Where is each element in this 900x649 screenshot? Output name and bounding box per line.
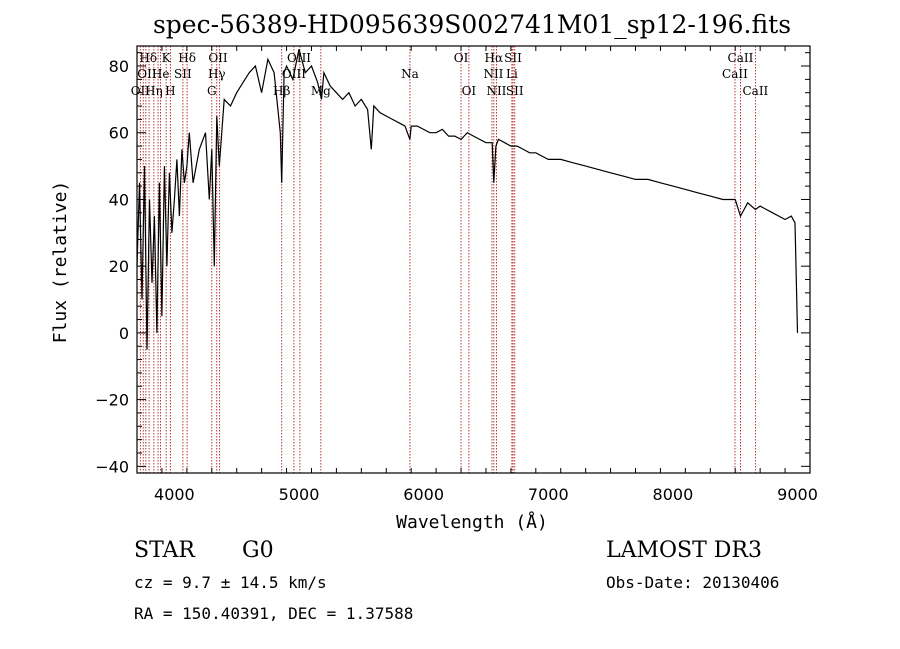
chart-title: spec-56389-HD095639S002741M01_sp12-196.f…: [153, 10, 791, 39]
y-tick-label: −40: [95, 457, 129, 476]
line-label-18: OII: [131, 84, 151, 98]
line-label-16: Li: [506, 67, 518, 81]
x-tick-label: 6000: [403, 485, 444, 504]
line-label-14: Na: [401, 67, 419, 81]
emission-line-markers: [139, 46, 756, 473]
flux-series-line: [136, 49, 799, 350]
line-label-21: G: [207, 84, 217, 98]
line-label-8: CaII: [728, 51, 754, 65]
redshift-velocity: cz = 9.7 ± 14.5 km/s: [134, 573, 327, 592]
line-label-27: CaII: [742, 84, 768, 98]
x-tick-label: 7000: [528, 485, 569, 504]
observation-date: Obs-Date: 20130406: [606, 573, 780, 592]
line-label-25: NII: [486, 84, 506, 98]
x-tick-label: 4000: [154, 485, 195, 504]
x-tick-label: 8000: [653, 485, 694, 504]
x-tick-label: 5000: [279, 485, 320, 504]
line-label-23: Mg: [311, 84, 331, 98]
y-tick-label: 40: [109, 190, 129, 209]
line-label-20: H: [165, 84, 175, 98]
line-label-5: OI: [454, 51, 469, 65]
line-label-22: Hβ: [273, 84, 290, 98]
y-axis-ticks: −40 −20 0 20 40 60 80: [95, 52, 810, 476]
line-label-11: SII: [174, 67, 192, 81]
y-tick-label: 60: [109, 124, 129, 143]
x-axis-label: Wavelength (Å): [396, 511, 548, 533]
line-label-24: OI: [462, 84, 477, 98]
y-tick-label: −20: [95, 391, 129, 410]
line-label-19: Hη: [145, 84, 163, 98]
object-class: STAR: [134, 538, 195, 563]
line-label-26: SII: [506, 84, 524, 98]
object-subclass: G0: [242, 538, 274, 563]
line-label-0: Hδ: [139, 51, 157, 65]
y-tick-label: 80: [109, 57, 129, 76]
y-tick-label: 0: [119, 324, 129, 343]
line-label-1: K: [162, 51, 172, 65]
plot-frame: [136, 45, 811, 474]
y-tick-label: 20: [109, 257, 129, 276]
line-label-3: OII: [208, 51, 228, 65]
line-label-9: OII: [137, 67, 157, 81]
y-axis-label: Flux (relative): [50, 181, 71, 344]
line-label-7: SII: [504, 51, 522, 65]
line-label-12: Hγ: [208, 67, 226, 81]
coordinates: RA = 150.40391, DEC = 1.37588: [134, 604, 414, 623]
line-label-4: OIII: [287, 51, 311, 65]
survey-name: LAMOST DR3: [606, 538, 762, 563]
line-label-10: He: [152, 67, 170, 81]
line-label-17: CaII: [722, 67, 748, 81]
line-label-15: NII: [483, 67, 503, 81]
line-label-2: Hδ: [178, 51, 196, 65]
x-axis-ticks: 4000 5000 6000 7000 8000 9000: [136, 46, 818, 504]
line-label-6: Hα: [485, 51, 504, 65]
x-tick-label: 9000: [777, 485, 818, 504]
